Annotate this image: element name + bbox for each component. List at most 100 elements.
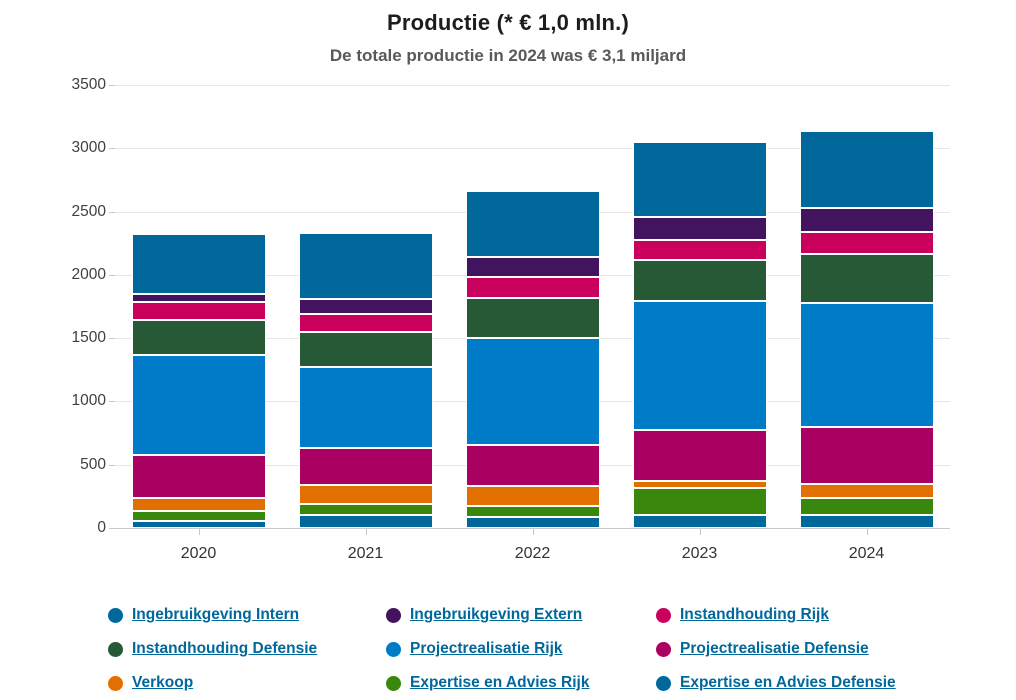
plot-area: 0 500 1000 1500 2000 2500 3000 3500 2020 2021 2022… — [71, 0, 950, 562]
segment-2022-instandhouding-defensie[interactable] — [465, 298, 600, 338]
segment-2021-verkoop[interactable] — [298, 484, 433, 504]
segment-2023-instandhouding-rijk[interactable] — [632, 240, 767, 261]
segment-2020-ingebruikgeving-extern[interactable] — [131, 294, 266, 303]
segment-2024-expertise-en-advies-defensie[interactable] — [799, 514, 934, 528]
y-axis-label-2000: 2000 — [71, 265, 106, 283]
y-axis-label-1500: 1500 — [71, 329, 106, 347]
segment-2022-ingebruikgeving-extern[interactable] — [465, 257, 600, 278]
segment-2023-projectrealisatie-rijk[interactable] — [632, 301, 767, 430]
y-tick — [109, 528, 115, 529]
chart-subtitle: De totale productie in 2024 was € 3,1 mi… — [329, 46, 687, 65]
segment-2021-projectrealisatie-defensie[interactable] — [298, 448, 433, 485]
bar-2020 — [131, 0, 266, 528]
x-axis-label-2022: 2022 — [514, 545, 551, 562]
y-axis-label-3500: 3500 — [71, 76, 106, 93]
chart-legend: Ingebruikgeving Intern Ingebruikgeving Ex… — [108, 598, 968, 700]
segment-2023-expertise-en-advies-defensie[interactable] — [632, 515, 767, 528]
legend-marker-icon — [656, 675, 671, 691]
segment-2020-expertise-en-advies-defensie[interactable] — [131, 521, 266, 528]
segment-2024-verkoop[interactable] — [799, 483, 934, 498]
segment-2024-ingebruikgeving-intern[interactable] — [799, 131, 934, 209]
segment-2020-projectrealisatie-defensie[interactable] — [131, 455, 266, 498]
y-tick — [109, 274, 115, 276]
y-tick — [109, 85, 115, 86]
segment-2023-projectrealisatie-defensie[interactable] — [632, 429, 767, 481]
segment-2020-ingebruikgeving-intern[interactable] — [131, 233, 266, 295]
segment-2022-verkoop[interactable] — [465, 486, 600, 506]
y-tick — [109, 148, 115, 150]
segment-2022-instandhouding-rijk[interactable] — [465, 277, 600, 299]
segment-2024-projectrealisatie-defensie[interactable] — [799, 426, 934, 484]
legend-item-projectrealisatie-defensie[interactable]: Projectrealisatie Defensie — [656, 640, 956, 658]
segment-2024-instandhouding-rijk[interactable] — [799, 231, 934, 254]
segment-2024-instandhouding-defensie[interactable] — [799, 253, 934, 304]
legend-item-ingebruikgeving-extern[interactable]: Ingebruikgeving Extern — [386, 606, 656, 624]
x-axis-label-2020: 2020 — [180, 545, 217, 562]
segment-2023-verkoop[interactable] — [632, 480, 767, 489]
segment-2024-projectrealisatie-rijk[interactable] — [799, 303, 934, 427]
x-axis-label-2024: 2024 — [848, 545, 885, 562]
y-axis-label-3000: 3000 — [71, 139, 106, 157]
segment-2020-instandhouding-defensie[interactable] — [131, 319, 266, 355]
segment-2020-expertise-en-advies-rijk[interactable] — [131, 510, 266, 522]
legend-marker-icon — [386, 675, 401, 691]
legend-label-ingebruikgeving-extern: Ingebruikgeving Extern — [410, 606, 583, 623]
legend-marker-icon — [386, 641, 401, 657]
y-axis-label-0: 0 — [97, 519, 106, 536]
bar-2021 — [298, 0, 433, 528]
segment-2021-ingebruikgeving-extern[interactable] — [298, 298, 433, 315]
segment-2020-projectrealisatie-rijk[interactable] — [131, 354, 266, 456]
segment-2021-instandhouding-defensie[interactable] — [298, 331, 433, 367]
legend-label-verkoop: Verkoop — [132, 674, 194, 691]
legend-item-projectrealisatie-rijk[interactable]: Projectrealisatie Rijk — [386, 640, 656, 658]
legend-marker-icon — [108, 607, 123, 623]
segment-2023-instandhouding-defensie[interactable] — [632, 260, 767, 302]
segment-2021-expertise-en-advies-rijk[interactable] — [298, 503, 433, 515]
segment-2020-instandhouding-rijk[interactable] — [131, 302, 266, 320]
x-tick — [866, 529, 868, 535]
legend-label-instandhouding-defensie: Instandhouding Defensie — [132, 640, 318, 657]
legend-label-expertise-en-advies-defensie: Expertise en Advies Defensie — [680, 674, 896, 691]
legend-marker-icon — [108, 641, 123, 657]
segment-2024-expertise-en-advies-rijk[interactable] — [799, 497, 934, 515]
legend-item-expertise-en-advies-defensie[interactable]: Expertise en Advies Defensie — [656, 674, 956, 692]
segment-2023-expertise-en-advies-rijk[interactable] — [632, 488, 767, 516]
segment-2023-ingebruikgeving-extern[interactable] — [632, 217, 767, 241]
legend-item-verkoop[interactable]: Verkoop — [108, 674, 386, 692]
y-axis-label-1000: 1000 — [71, 392, 106, 410]
legend-marker-icon — [386, 607, 401, 623]
gridline-3500 — [115, 85, 950, 86]
legend-item-instandhouding-defensie[interactable]: Instandhouding Defensie — [108, 640, 386, 658]
segment-2021-instandhouding-rijk[interactable] — [298, 314, 433, 332]
x-axis-label-2023: 2023 — [681, 545, 718, 562]
segment-2021-ingebruikgeving-intern[interactable] — [298, 233, 433, 299]
segment-2022-projectrealisatie-defensie[interactable] — [465, 445, 600, 487]
segment-2022-expertise-en-advies-defensie[interactable] — [465, 517, 600, 528]
segment-2024-ingebruikgeving-extern[interactable] — [799, 208, 934, 232]
legend-item-instandhouding-rijk[interactable]: Instandhouding Rijk — [656, 606, 956, 624]
legend-label-projectrealisatie-defensie: Projectrealisatie Defensie — [680, 640, 869, 657]
legend-item-expertise-en-advies-rijk[interactable]: Expertise en Advies Rijk — [386, 674, 656, 692]
segment-2022-expertise-en-advies-rijk[interactable] — [465, 505, 600, 518]
legend-marker-icon — [656, 607, 671, 623]
x-axis-label-2021: 2021 — [347, 545, 384, 562]
segment-2020-verkoop[interactable] — [131, 497, 266, 511]
segment-2021-expertise-en-advies-defensie[interactable] — [298, 514, 433, 528]
segment-2022-projectrealisatie-rijk[interactable] — [465, 337, 600, 446]
x-tick — [532, 529, 534, 535]
y-axis-label-2500: 2500 — [71, 202, 106, 220]
segment-2023-ingebruikgeving-intern[interactable] — [632, 141, 767, 218]
y-tick — [109, 338, 115, 340]
gridline-0 — [115, 528, 950, 529]
y-tick — [109, 464, 115, 466]
y-axis-label-500: 500 — [80, 455, 106, 473]
segment-2021-projectrealisatie-rijk[interactable] — [298, 366, 433, 449]
chart-title: Productie (* € 1,0 mln.) — [387, 10, 629, 35]
bar-2024 — [799, 0, 934, 528]
legend-marker-icon — [108, 675, 123, 691]
legend-item-ingebruikgeving-intern[interactable]: Ingebruikgeving Intern — [108, 606, 386, 624]
legend-label-projectrealisatie-rijk: Projectrealisatie Rijk — [410, 640, 563, 657]
bar-2023 — [632, 0, 767, 528]
segment-2022-ingebruikgeving-intern[interactable] — [465, 191, 600, 258]
